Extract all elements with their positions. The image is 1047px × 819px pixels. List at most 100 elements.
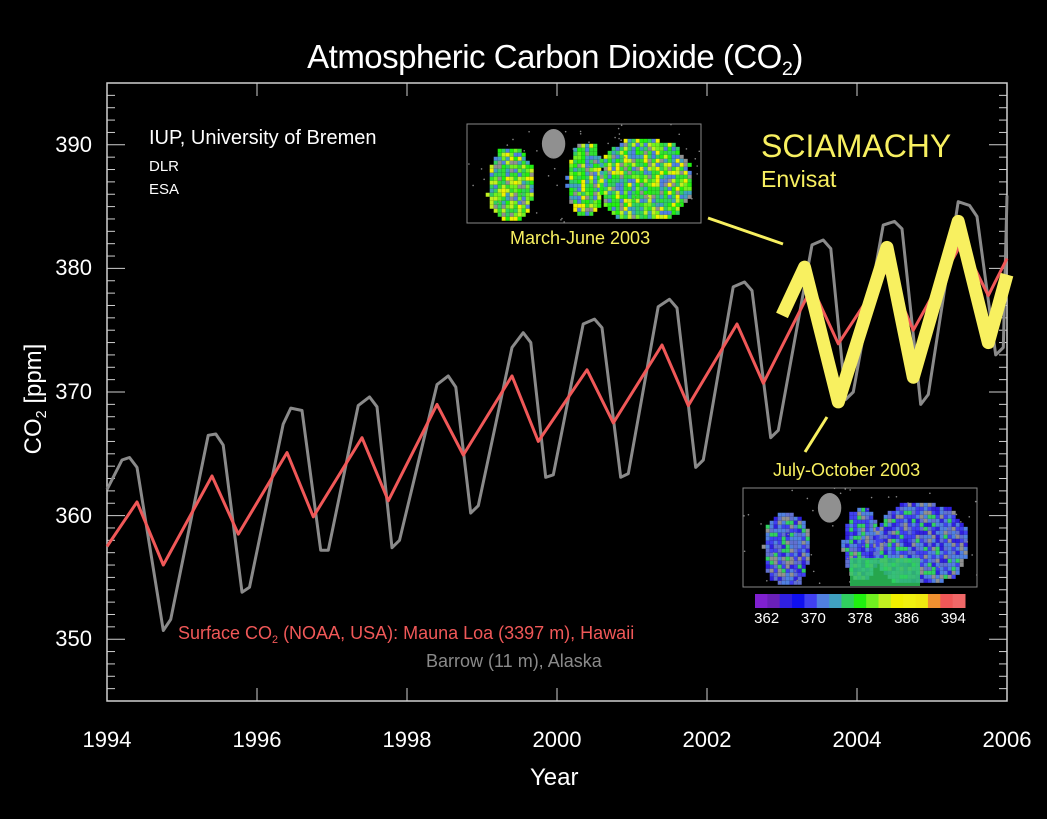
map-pixel — [927, 570, 932, 575]
map-pixel — [615, 206, 620, 211]
map-pixel — [883, 554, 888, 559]
map-pixel — [947, 566, 952, 571]
map-pixel — [581, 143, 586, 148]
map-pixel — [911, 526, 916, 531]
map-pixel — [593, 179, 598, 184]
map-pixel — [793, 540, 798, 545]
map-pixel — [497, 156, 502, 161]
map-pixel — [883, 522, 888, 527]
map-pixel — [865, 535, 870, 540]
map-pixel — [679, 154, 684, 159]
map-pixel — [963, 538, 968, 543]
map-pixel — [939, 530, 944, 535]
map-pixel — [853, 551, 858, 556]
map-pixel — [585, 159, 590, 164]
map-pixel — [675, 194, 680, 199]
map-pixel — [891, 518, 896, 523]
y-tick-label: 360 — [55, 502, 92, 528]
map-pixel — [785, 560, 790, 565]
map-pixel — [667, 190, 672, 195]
map-pixel — [573, 163, 578, 168]
map-pixel — [845, 543, 850, 548]
map-pixel — [765, 532, 770, 537]
graticule-dot — [572, 148, 575, 150]
map-pixel — [655, 206, 660, 211]
map-pixel — [935, 526, 940, 531]
map-pixel — [529, 180, 534, 185]
map-pixel — [873, 543, 878, 548]
map-pixel — [781, 512, 786, 517]
map-pixel — [493, 164, 498, 169]
map-pixel — [687, 174, 692, 179]
map-pixel — [667, 166, 672, 171]
map-pixel — [907, 542, 912, 547]
map-pixel — [861, 539, 866, 544]
map-pixel — [493, 184, 498, 189]
map-pixel — [773, 516, 778, 521]
graticule-dot — [833, 487, 836, 490]
map-pixel — [683, 170, 688, 175]
map-pixel — [793, 572, 798, 577]
map-pixel — [789, 576, 794, 581]
map-pixel — [619, 194, 624, 199]
map-pixel — [493, 188, 498, 193]
map-pixel — [903, 522, 908, 527]
graticule-dot — [968, 516, 971, 518]
map-pixel — [931, 550, 936, 555]
map-pixel — [581, 183, 586, 188]
map-pixel — [679, 166, 684, 171]
map-pixel — [895, 554, 900, 559]
map-pixel — [611, 162, 616, 167]
map-pixel — [585, 175, 590, 180]
map-pixel — [907, 546, 912, 551]
map-pixel — [947, 514, 952, 519]
graticule-dot — [498, 167, 501, 170]
map-pixel — [489, 204, 494, 209]
graticule-dot — [506, 144, 509, 146]
graticule-dot — [792, 559, 795, 561]
map-pixel — [923, 578, 928, 583]
map-pixel — [597, 159, 602, 164]
map-pixel — [801, 520, 806, 525]
map-pixel — [619, 178, 624, 183]
map-pixel — [647, 194, 652, 199]
map-pixel — [671, 150, 676, 155]
map-pixel — [525, 168, 530, 173]
map-pixel — [593, 195, 598, 200]
map-pixel — [671, 198, 676, 203]
map-pixel — [607, 206, 612, 211]
map-pixel — [501, 204, 506, 209]
map-pixel — [869, 535, 874, 540]
map-pixel — [651, 198, 656, 203]
map-pixel — [639, 142, 644, 147]
map-pixel — [589, 147, 594, 152]
map-pixel — [585, 195, 590, 200]
map-pixel — [651, 170, 656, 175]
map-pixel — [865, 515, 870, 520]
map-pixel — [939, 550, 944, 555]
map-pixel — [663, 162, 668, 167]
map-pixel — [849, 511, 854, 516]
map-pixel — [883, 550, 888, 555]
map-pixel — [631, 186, 636, 191]
map-pixel — [935, 546, 940, 551]
map-pixel — [639, 166, 644, 171]
map-pixel — [915, 534, 920, 539]
map-pixel — [927, 530, 932, 535]
map-pixel — [611, 182, 616, 187]
map-pixel — [883, 526, 888, 531]
map-pixel — [845, 523, 850, 528]
map-pixel — [911, 518, 916, 523]
map-pixel — [577, 143, 582, 148]
map-pixel — [509, 168, 514, 173]
map-pixel — [569, 163, 574, 168]
map-pixel — [873, 519, 878, 524]
colorbar-swatch — [915, 594, 929, 608]
map-pixel — [611, 150, 616, 155]
map-pixel — [497, 152, 502, 157]
map-pixel — [603, 174, 608, 179]
map-pixel — [505, 188, 510, 193]
map-pixel — [667, 142, 672, 147]
map-pixel — [631, 194, 636, 199]
map-pixel — [911, 506, 916, 511]
